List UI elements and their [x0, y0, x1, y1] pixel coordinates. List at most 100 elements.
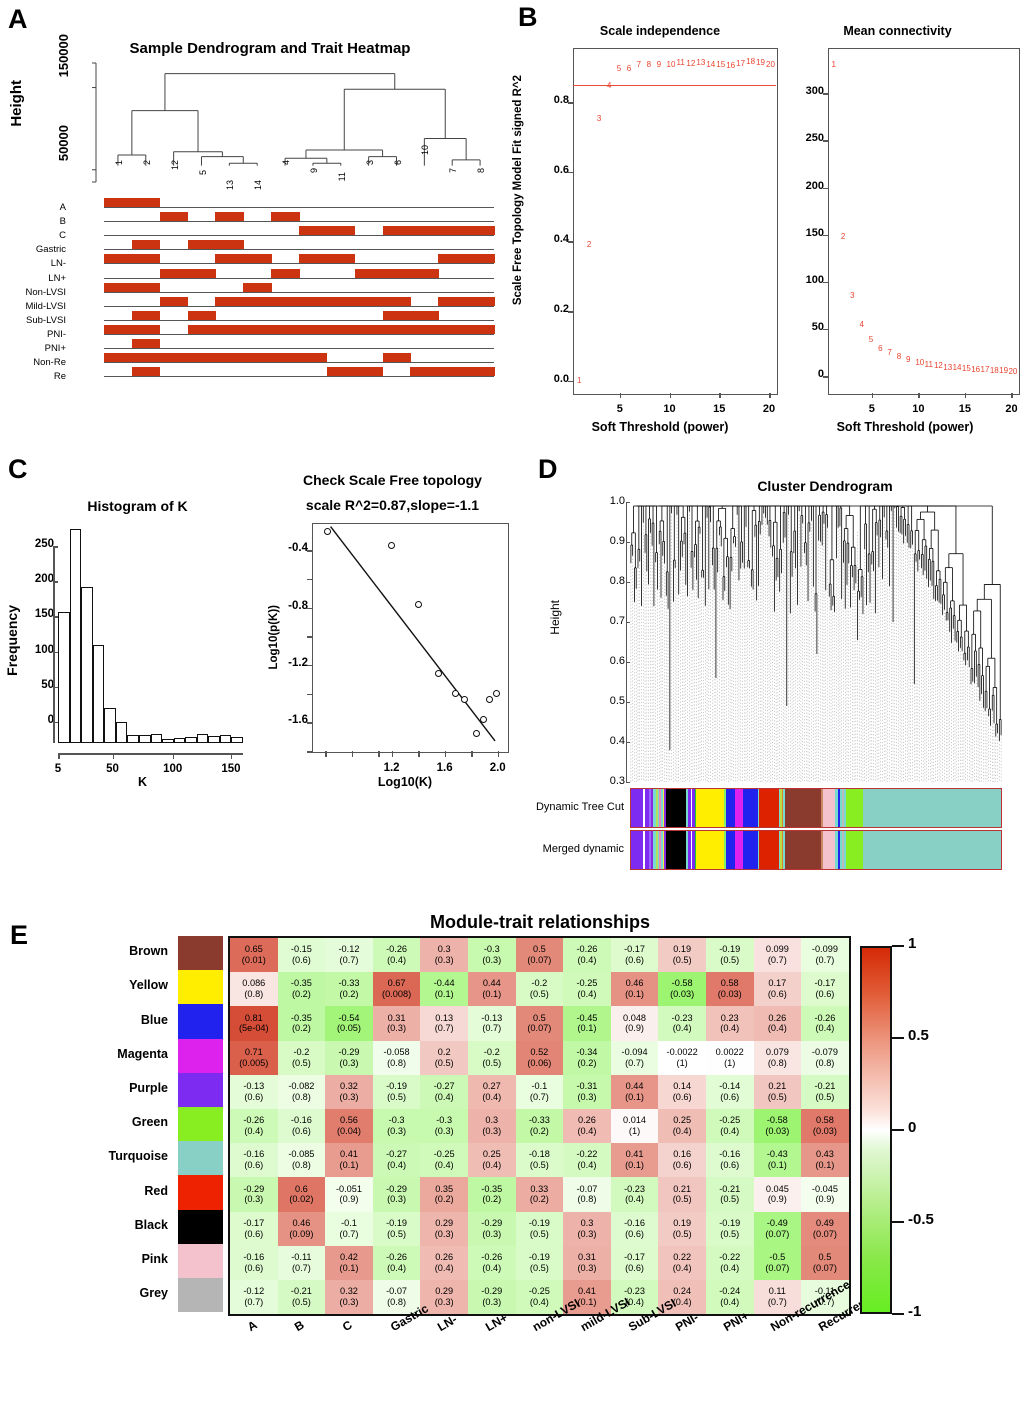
trait-block [410, 226, 439, 236]
trait-block [159, 296, 189, 306]
heatmap-cell: 0.35 (0.2) [420, 1177, 468, 1212]
data-point-label: 7 [636, 60, 642, 70]
cell-correlation: 0.52 [530, 1046, 549, 1057]
cell-pvalue: (0.4) [672, 1126, 692, 1137]
panel-d-title: Cluster Dendrogram [757, 478, 893, 494]
module-color-segment [842, 789, 845, 827]
cell-pvalue: (0.1) [625, 1091, 644, 1102]
trait-row-baseline [104, 333, 494, 335]
heatmap-cell: 0.46 (0.09) [277, 1211, 326, 1246]
axis-tick [626, 502, 630, 504]
cell-pvalue: (0.6) [244, 1091, 264, 1102]
cell-correlation: -0.26 [814, 1012, 836, 1023]
cell-pvalue: (0.2) [339, 989, 359, 1000]
module-color-swatch [178, 970, 223, 1005]
axis-tick [307, 607, 312, 610]
trait-block [438, 296, 467, 306]
cell-pvalue: (0.5) [720, 1194, 740, 1205]
trait-block [438, 254, 467, 264]
heatmap-cell: -0.33 (0.2) [515, 1108, 564, 1144]
trait-block [299, 353, 328, 363]
cell-correlation: -0.35 [290, 1012, 312, 1023]
cell-pvalue: (0.6) [815, 989, 835, 1000]
cell-correlation: -0.094 [621, 1046, 648, 1057]
cell-pvalue: (0.07) [812, 1262, 837, 1273]
dendrogram-leaf-label: 1 [113, 160, 124, 166]
cell-pvalue: (0.8) [387, 1296, 407, 1307]
heatmap-cell: -0.29 (0.3) [467, 1279, 516, 1315]
trait-block [104, 198, 133, 207]
cell-pvalue: (0.5) [291, 1057, 311, 1068]
trait-column-label: A [244, 1317, 260, 1335]
cell-pvalue: (0.5) [387, 1091, 407, 1102]
cell-correlation: -0.085 [288, 1149, 315, 1160]
histogram-bar [92, 644, 105, 743]
heatmap-cell: -0.11 (0.7) [277, 1245, 326, 1280]
module-color-segment [785, 831, 823, 869]
cell-correlation: 0.32 [340, 1080, 358, 1091]
trait-row-baseline [104, 221, 494, 223]
module-label: Red [144, 1183, 168, 1198]
module-color-segment [783, 789, 786, 827]
module-color-segment [783, 831, 786, 869]
module-color-segment [725, 831, 736, 869]
data-point-label: 12 [686, 59, 696, 69]
cell-pvalue: (5e-04) [238, 1023, 269, 1034]
heatmap-cell: 0.67 (0.008) [372, 972, 421, 1007]
cell-pvalue: (0.03) [670, 989, 695, 1000]
cell-pvalue: (0.5) [529, 989, 549, 1000]
trait-row-label: Gastric [35, 244, 66, 256]
cell-correlation: 0.58 [720, 978, 739, 989]
trait-block [382, 310, 412, 320]
trait-block [243, 353, 272, 363]
panel-b: B Scale independence Mean connectivity S… [510, 0, 1020, 450]
cell-pvalue: (0.8) [577, 1194, 597, 1205]
dendrogram-leaf-label: 5 [197, 170, 208, 176]
heatmap-cell: -0.58 (0.03) [753, 1108, 802, 1144]
data-point-label: 15 [716, 60, 726, 70]
colorbar-tickmark [892, 1129, 904, 1131]
trait-row-label: Non-LVSI [25, 286, 66, 298]
cell-correlation: 0.29 [435, 1217, 454, 1228]
histogram-bar [208, 735, 220, 743]
cell-correlation: 0.43 [815, 1149, 834, 1160]
scatter-point [388, 542, 396, 550]
cell-pvalue: (0.7) [767, 955, 787, 966]
data-point-label: 2 [840, 231, 846, 241]
cell-pvalue: (0.4) [577, 1126, 597, 1137]
axis-tick [307, 578, 312, 581]
heatmap-cell: -0.34 (0.2) [563, 1040, 611, 1075]
heatmap-cell: -0.35 (0.2) [467, 1177, 516, 1212]
module-label: Brown [129, 944, 168, 959]
dendrogram-leaf-label: 14 [253, 180, 264, 191]
module-label: Pink [141, 1251, 168, 1266]
trait-block [438, 226, 467, 236]
cell-correlation: -0.21 [290, 1286, 312, 1297]
panel-c-hist-xlabel: K [137, 775, 148, 789]
cell-correlation: 0.23 [720, 1012, 739, 1023]
cell-correlation: -0.099 [811, 944, 838, 955]
axis-tick-label: 0.6 [553, 163, 569, 176]
data-point-label: 16 [726, 61, 736, 71]
axis-tick [53, 581, 58, 583]
cell-correlation: 0.41 [578, 1286, 596, 1297]
cell-correlation: -0.25 [719, 1115, 741, 1126]
heatmap-cell: -0.082 (0.8) [277, 1074, 326, 1109]
histogram-bar [138, 735, 151, 743]
heatmap-cell: 0.31 (0.3) [372, 1006, 421, 1041]
axis-tick-label: 2.0 [489, 762, 506, 774]
cell-correlation: 0.5 [532, 944, 546, 955]
cell-correlation: 0.32 [340, 1286, 358, 1297]
cell-pvalue: (0.4) [482, 1262, 502, 1273]
heatmap-cell: 0.65 (0.01) [230, 938, 278, 973]
cell-pvalue: (0.8) [291, 1091, 311, 1102]
axis-tick-label: 5 [868, 403, 875, 415]
axis-tick-label: 0.4 [553, 233, 569, 246]
histogram-bar [115, 721, 128, 743]
cell-pvalue: (0.4) [625, 1296, 644, 1307]
cell-correlation: 0.5 [818, 1251, 832, 1262]
heatmap-cell: -0.18 (0.5) [515, 1143, 564, 1178]
axis-tick-label: 15 [958, 403, 972, 415]
cell-pvalue: (0.4) [387, 955, 407, 966]
trait-block [131, 310, 161, 320]
